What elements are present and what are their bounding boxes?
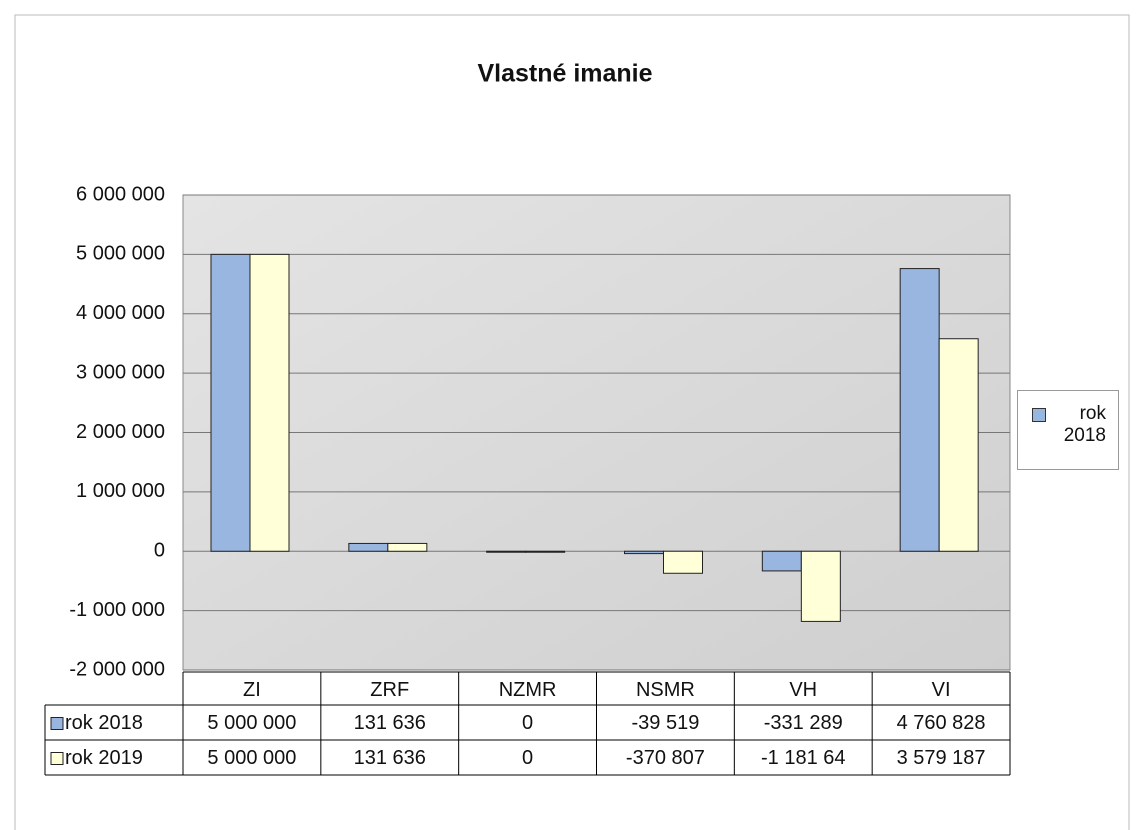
bar: [938, 338, 979, 552]
legend-label: rok 2018: [1063, 403, 1106, 446]
legend: rok 2018: [1017, 390, 1119, 470]
table-legend-key: [50, 752, 64, 765]
y-tick-label: 6 000 000: [76, 183, 165, 205]
y-tick-label: 1 000 000: [76, 480, 165, 502]
bar: [800, 550, 841, 622]
bar: [624, 550, 664, 555]
x-tick-label: VI: [932, 679, 951, 701]
data-label: 131 636: [354, 747, 426, 769]
x-tick-label: NZMR: [499, 679, 557, 701]
y-tick-label: 0: [154, 540, 165, 562]
y-tick-label: -1 000 000: [69, 599, 165, 621]
data-label: 0: [522, 712, 533, 734]
bar: [348, 542, 389, 552]
data-label: -1 181 64: [761, 747, 846, 769]
bar: [210, 253, 251, 552]
bar: [486, 550, 527, 553]
x-tick-label: ZI: [243, 679, 261, 701]
x-tick-label: NSMR: [636, 679, 695, 701]
table-series-name: rok 2019: [65, 747, 143, 769]
x-tick-label: ZRF: [370, 679, 409, 701]
data-label: 4 760 828: [897, 712, 986, 734]
data-label: 131 636: [354, 712, 426, 734]
y-tick-label: 4 000 000: [76, 302, 165, 324]
data-label: 5 000 000: [207, 747, 296, 769]
chart-title: Vlastné imanie: [477, 60, 652, 88]
x-tick-label: VH: [789, 679, 817, 701]
y-tick-label: 3 000 000: [76, 361, 165, 383]
data-label: -39 519: [631, 712, 699, 734]
data-label: 5 000 000: [207, 712, 296, 734]
table-series-name: rok 2018: [65, 712, 143, 734]
bar: [249, 253, 290, 552]
data-label: 0: [522, 747, 533, 769]
bar: [761, 550, 802, 572]
data-label: -370 807: [626, 747, 705, 769]
bar: [387, 542, 428, 552]
chart-frame: [14, 14, 1130, 830]
data-label: -331 289: [764, 712, 843, 734]
y-tick-label: 2 000 000: [76, 421, 165, 443]
y-tick-label: -2 000 000: [69, 658, 165, 680]
data-label: 3 579 187: [897, 747, 986, 769]
table-legend-key: [50, 717, 64, 730]
legend-key: [1032, 408, 1046, 422]
bar: [663, 550, 703, 574]
legend-item: rok 2018: [1032, 403, 1110, 447]
y-tick-label: 5 000 000: [76, 243, 165, 265]
bar: [899, 268, 940, 552]
bar: [525, 550, 566, 553]
